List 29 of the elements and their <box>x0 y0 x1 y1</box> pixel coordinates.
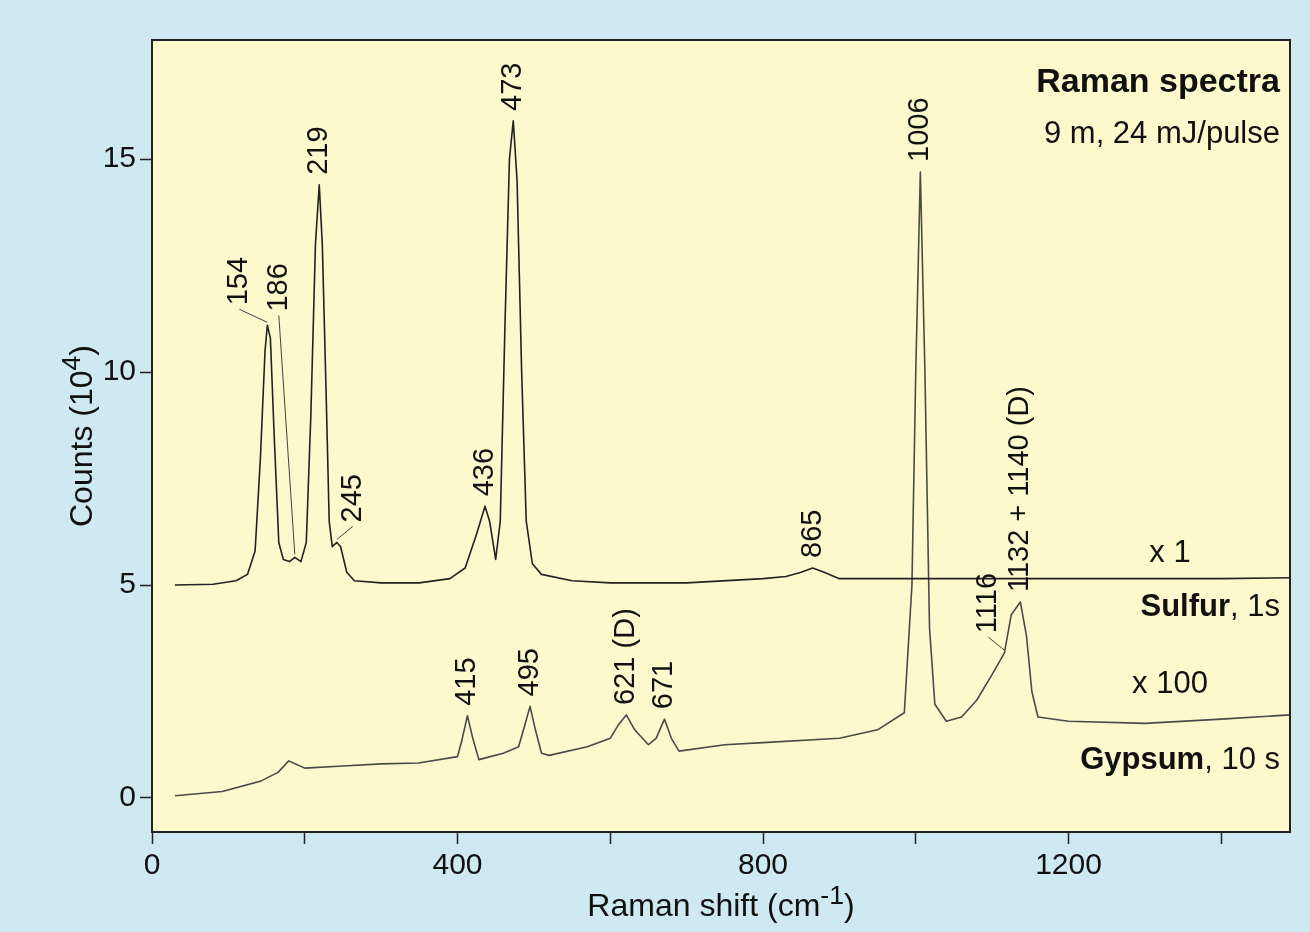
series-label: Sulfur, 1s <box>1140 588 1280 624</box>
y-tick-label: 10 <box>102 353 136 387</box>
y-tick-label: 0 <box>119 779 136 813</box>
annotation: 865 <box>794 509 827 558</box>
annotation: x 1 <box>1149 533 1191 569</box>
x-axis-title: Raman shift (cm$^{-1}$) <box>587 880 855 924</box>
annotation: 671 <box>646 660 679 710</box>
x-tick-label: 0 <box>143 847 161 881</box>
annotation: 245 <box>334 474 367 523</box>
annotation: 495 <box>512 648 545 697</box>
x-tick-label: 1200 <box>1035 847 1102 881</box>
annotation: x 100 <box>1132 664 1208 700</box>
annotation: 436 <box>467 447 499 497</box>
annotation: 1116 <box>970 572 1003 634</box>
annotation: 186 <box>260 263 293 312</box>
y-tick-label: 5 <box>119 566 136 600</box>
y-tick-label: 15 <box>102 140 136 174</box>
x-tick-label: 800 <box>737 847 789 881</box>
annotation: 1132 + 1140 (D) <box>1002 385 1035 593</box>
annotation: 621 (D) <box>608 608 641 705</box>
annotation: 1006 <box>902 97 935 162</box>
annotation: 415 <box>449 657 482 706</box>
text: Raman spectra <box>1036 61 1282 99</box>
series-label: Gypsum, 10 s <box>1080 741 1281 777</box>
annotation: 219 <box>301 126 334 175</box>
text: 9 m, 24 mJ/pulse <box>1043 115 1280 150</box>
annotation: 154 <box>221 256 254 306</box>
annotation: 473 <box>495 62 528 111</box>
x-tick-label: 400 <box>432 847 483 881</box>
